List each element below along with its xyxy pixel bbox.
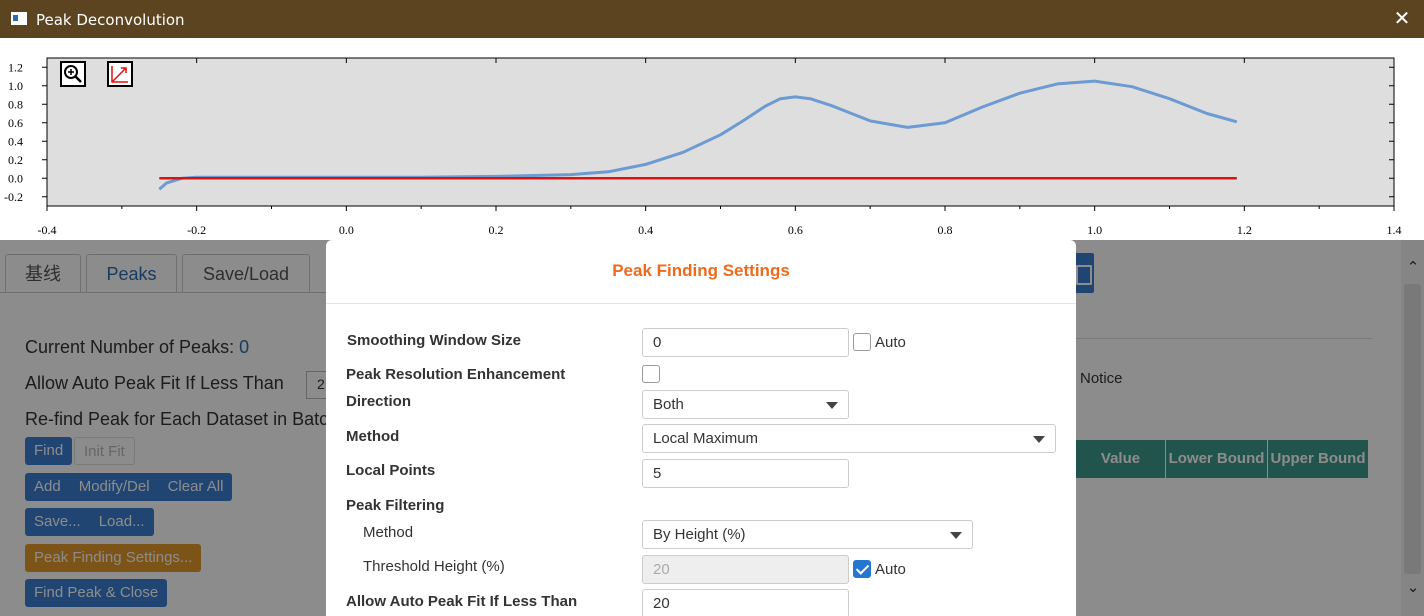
modify-del-button[interactable]: Modify/Del [78,478,150,495]
direction-value: Both [653,396,684,413]
x-tick-label: 0.2 [489,223,504,237]
x-tick-label: 0.0 [339,223,354,237]
title-bar: Peak Deconvolution ✕ [0,0,1424,38]
method-value: Local Maximum [653,430,759,447]
y-tick-label: 0.6 [8,116,23,130]
allow-auto-peak-fit-input[interactable]: 20 [642,589,849,616]
load-button[interactable]: Load... [98,513,145,530]
local-points-input[interactable]: 5 [642,459,849,488]
close-button[interactable]: ✕ [1393,8,1411,30]
table-header-value[interactable]: Value [1100,450,1141,467]
smoothing-window-input[interactable]: 0 [642,328,849,357]
x-tick-label: -0.4 [38,223,57,237]
y-tick-label: 0.8 [8,97,23,111]
allow-auto-fit-label: Allow Auto Peak Fit If Less Than [25,373,284,393]
x-tick-label: 1.0 [1087,223,1102,237]
current-peaks-value: 0 [239,337,250,357]
filter-method-select[interactable]: By Height (%) [642,520,973,549]
smoothing-window-label: Smoothing Window Size [347,332,522,349]
x-tick-label: 1.4 [1387,223,1402,237]
scroll-thumb[interactable] [1404,284,1421,574]
save-button[interactable]: Save... [34,513,81,530]
plot-area [46,57,1395,207]
tab-divider [0,292,330,293]
init-fit-button[interactable]: Init Fit [74,437,135,465]
app-window-icon [11,12,27,25]
allow-auto-fit-input[interactable]: 2 [306,371,330,399]
peak-resolution-checkbox[interactable] [642,365,660,383]
filter-method-value: By Height (%) [653,526,746,543]
find-button[interactable]: Find [25,437,73,465]
allow-auto-peak-fit-label: Allow Auto Peak Fit If Less Than [346,593,578,610]
direction-label: Direction [346,393,412,410]
y-tick-label: 0.0 [8,171,23,185]
tab-baseline[interactable]: 基线 [5,254,81,292]
current-peaks-label: Current Number of Peaks: [25,337,235,357]
chart-svg: -0.4 -0.2 0.0 0.2 0.4 0.6 0.8 1.0 1.2 1.4 -0.2 0.0 0… [4,57,1402,237]
current-peaks-row: Current Number of Peaks: 0 [25,337,249,358]
spectrum-chart[interactable]: -0.4 -0.2 0.0 0.2 0.4 0.6 0.8 1.0 1.2 1.4 -0.2 0.0 0… [0,38,1424,240]
clear-all-button[interactable]: Clear All [167,478,224,495]
refind-peak-label: Re-find Peak for Each Dataset in Batch [25,409,339,429]
window-title: Peak Deconvolution [36,11,185,29]
peak-finding-settings-button[interactable]: Peak Finding Settings... [25,544,202,572]
table-header-lower-bound[interactable]: Lower Bound [1165,440,1267,478]
threshold-auto-checkbox[interactable] [853,560,871,578]
dialog-title: Peak Finding Settings [612,261,790,280]
threshold-height-label: Threshold Height (%) [363,558,505,575]
peak-finding-settings-dialog: Peak Finding Settings Smoothing Window S… [326,240,1076,616]
find-peak-close-button[interactable]: Find Peak & Close [25,579,168,607]
chevron-down-icon [826,402,838,409]
peak-resolution-label: Peak Resolution Enhancement [346,366,566,383]
axes-icon[interactable] [107,61,133,87]
save-load-group: Save... Load... [25,508,154,536]
peak-table-header: Value Lower Bound Upper Bound [1076,440,1368,478]
add-button[interactable]: Add [34,478,61,495]
peak-filtering-label: Peak Filtering [346,497,445,514]
notice-label: Notice [1080,370,1123,387]
local-points-label: Local Points [346,462,436,479]
x-tick-label: 0.6 [788,223,803,237]
method-select[interactable]: Local Maximum [642,424,1056,453]
y-tick-label: -0.2 [4,190,23,204]
scroll-down-icon[interactable]: ⌄ [1406,579,1420,596]
y-tick-label: 0.2 [8,153,23,167]
y-tick-label: 1.0 [8,79,23,93]
table-header-upper-bound[interactable]: Upper Bound [1267,440,1368,478]
smoothing-auto-checkbox[interactable] [853,333,871,351]
x-tick-label: 1.2 [1237,223,1252,237]
y-tick-label: 0.4 [8,134,23,148]
filter-method-label: Method [363,524,414,541]
x-tick-label: 0.8 [938,223,953,237]
x-tick-label: 0.4 [638,223,653,237]
threshold-height-input[interactable]: 20 [642,555,849,584]
x-tick-label: -0.2 [187,223,206,237]
vertical-scrollbar[interactable]: ⌃ ⌄ [1401,240,1424,616]
zoom-in-icon[interactable] [60,61,86,87]
dialog-header-divider [326,303,1076,304]
threshold-auto-label: Auto [875,561,906,578]
tab-save-load[interactable]: Save/Load [182,254,310,292]
smoothing-auto-label: Auto [875,334,906,351]
method-label: Method [346,428,400,445]
chevron-down-icon [1033,436,1045,443]
y-tick-label: 1.2 [8,60,23,74]
tab-peaks[interactable]: Peaks [86,254,177,292]
add-modify-clear-group: Add Modify/Del Clear All [25,473,233,501]
right-panel-divider [1076,338,1372,339]
direction-select[interactable]: Both [642,390,849,419]
chevron-down-icon [950,532,962,539]
scroll-up-icon[interactable]: ⌃ [1406,259,1420,276]
